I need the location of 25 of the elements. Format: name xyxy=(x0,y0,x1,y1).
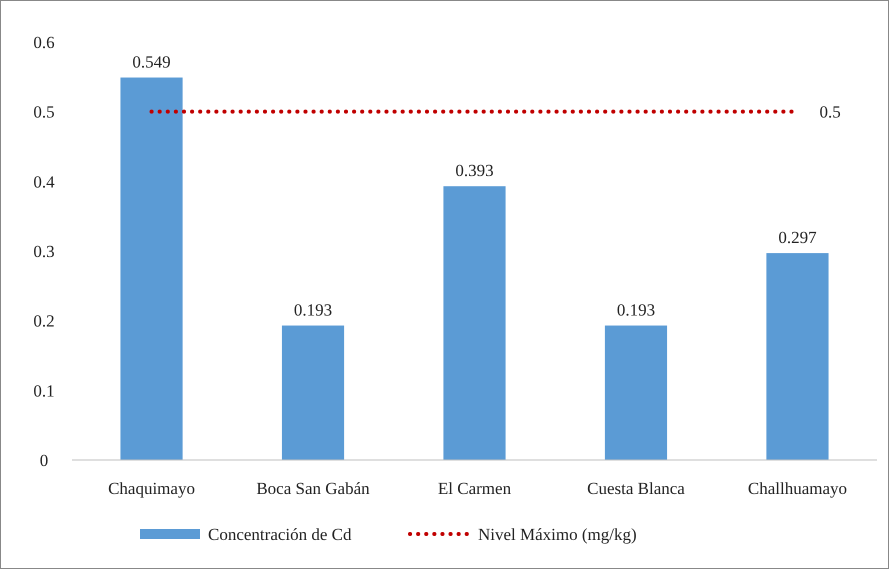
x-tick-label: Boca San Gabán xyxy=(256,479,370,498)
data-label: 0.193 xyxy=(294,300,332,320)
y-tick-label: 0.3 xyxy=(33,242,55,261)
x-tick-label: Challhuamayo xyxy=(748,479,848,498)
bar xyxy=(766,253,829,460)
data-label: 0.297 xyxy=(778,228,818,248)
x-tick-label: El Carmen xyxy=(438,479,512,498)
y-tick-label: 0.5 xyxy=(33,102,55,122)
y-tick-label: 0.4 xyxy=(33,172,56,192)
legend-label: Concentración de Cd xyxy=(208,525,352,544)
legend-label: Nivel Máximo (mg/kg) xyxy=(478,525,637,544)
data-label: 0.5 xyxy=(819,102,841,122)
y-tick-label: 0 xyxy=(40,451,48,470)
y-tick-label: 0.2 xyxy=(33,312,55,331)
x-tick-label: Chaquimayo xyxy=(108,479,195,498)
data-label: 0.549 xyxy=(132,52,171,72)
bar xyxy=(604,326,668,460)
y-tick-label: 0.6 xyxy=(33,33,55,52)
x-tick-label: Cuesta Blanca xyxy=(587,479,686,498)
data-label: 0.393 xyxy=(455,161,494,180)
bar xyxy=(120,78,183,460)
bar xyxy=(443,186,506,460)
y-tick-label: 0.1 xyxy=(33,381,55,400)
data-label: 0.193 xyxy=(616,300,656,320)
bar xyxy=(282,326,344,460)
